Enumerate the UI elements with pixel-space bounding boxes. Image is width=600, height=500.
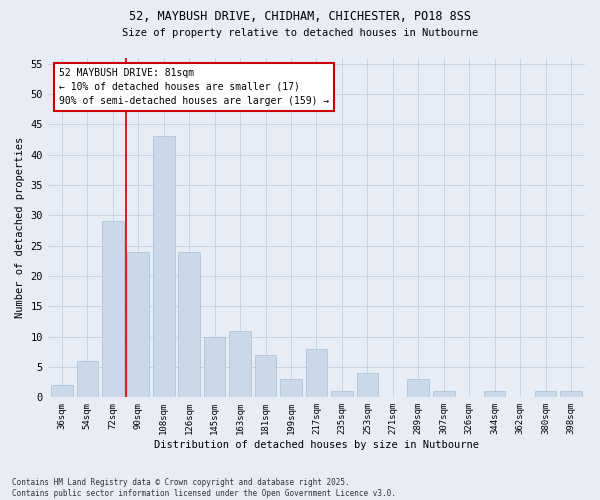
Bar xyxy=(153,136,175,398)
Text: 52, MAYBUSH DRIVE, CHIDHAM, CHICHESTER, PO18 8SS: 52, MAYBUSH DRIVE, CHIDHAM, CHICHESTER, … xyxy=(129,10,471,23)
Bar xyxy=(484,392,505,398)
Bar xyxy=(127,252,149,398)
Bar xyxy=(229,330,251,398)
Bar xyxy=(77,361,98,398)
Bar xyxy=(102,222,124,398)
Bar xyxy=(178,252,200,398)
Text: 52 MAYBUSH DRIVE: 81sqm
← 10% of detached houses are smaller (17)
90% of semi-de: 52 MAYBUSH DRIVE: 81sqm ← 10% of detache… xyxy=(59,68,329,106)
Bar xyxy=(331,392,353,398)
Y-axis label: Number of detached properties: Number of detached properties xyxy=(15,137,25,318)
Bar xyxy=(51,385,73,398)
Bar xyxy=(305,349,327,398)
Bar xyxy=(255,355,277,398)
Bar xyxy=(560,392,582,398)
Text: Contains HM Land Registry data © Crown copyright and database right 2025.
Contai: Contains HM Land Registry data © Crown c… xyxy=(12,478,396,498)
Bar xyxy=(433,392,455,398)
X-axis label: Distribution of detached houses by size in Nutbourne: Distribution of detached houses by size … xyxy=(154,440,479,450)
Bar xyxy=(280,379,302,398)
Bar xyxy=(356,373,378,398)
Bar xyxy=(535,392,556,398)
Text: Size of property relative to detached houses in Nutbourne: Size of property relative to detached ho… xyxy=(122,28,478,38)
Bar xyxy=(204,336,226,398)
Bar xyxy=(407,379,429,398)
